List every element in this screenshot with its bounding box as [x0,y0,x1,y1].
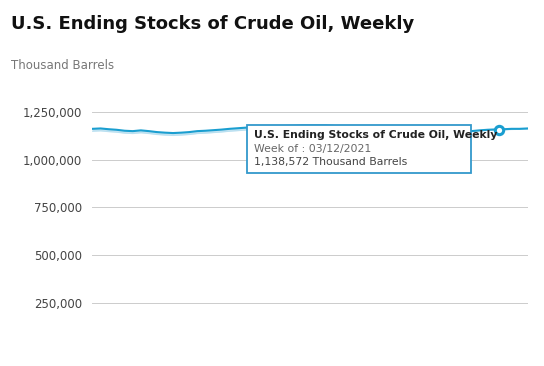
Text: Week of : 03/12/2021: Week of : 03/12/2021 [254,143,371,154]
Text: 1,138,572 Thousand Barrels: 1,138,572 Thousand Barrels [254,157,407,168]
Text: U.S. Ending Stocks of Crude Oil, Weekly: U.S. Ending Stocks of Crude Oil, Weekly [11,15,414,33]
Text: U.S. Ending Stocks of Crude Oil, Weekly: U.S. Ending Stocks of Crude Oil, Weekly [254,130,497,140]
FancyBboxPatch shape [247,125,471,173]
Text: Thousand Barrels: Thousand Barrels [11,59,114,72]
